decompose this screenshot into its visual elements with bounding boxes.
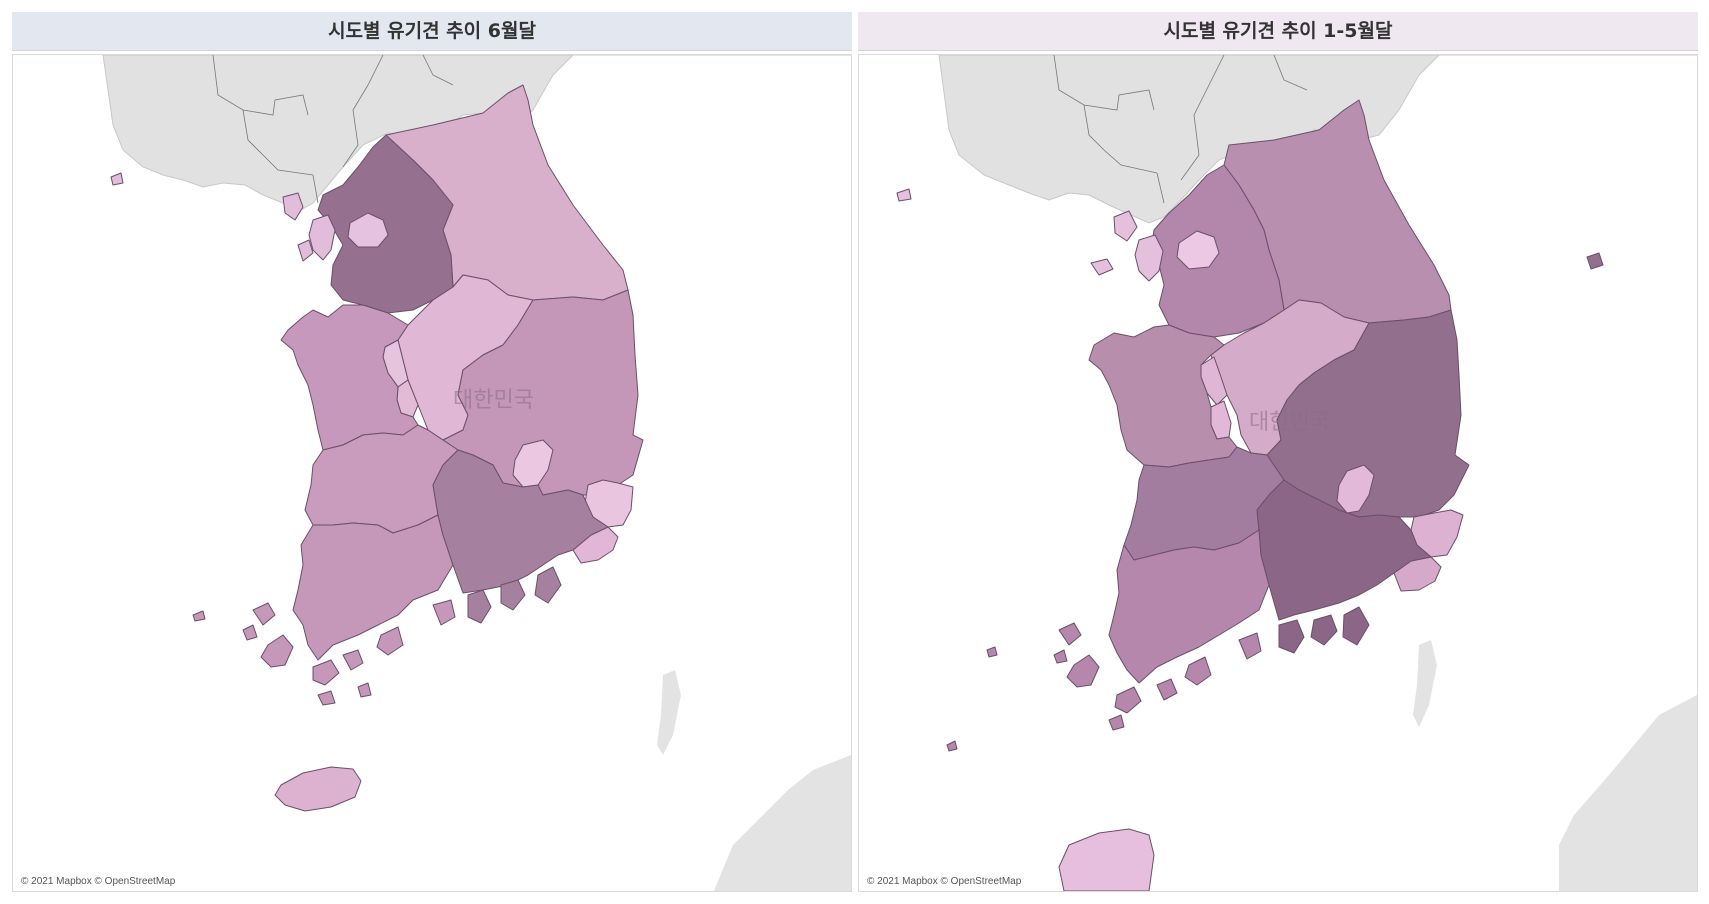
map-attribution: © 2021 Mapbox © OpenStreetMap [865,876,1024,887]
region-incheon-island-1[interactable] [282,192,304,221]
region-gyeongnam[interactable] [432,449,609,594]
basemap-borders [1053,55,1308,204]
island[interactable] [467,589,492,624]
region-chungnam[interactable] [1088,324,1238,468]
island[interactable] [242,624,258,641]
region-jeju[interactable] [274,766,362,812]
island[interactable] [534,566,562,604]
basemap-land-japan [1559,695,1697,891]
island[interactable] [312,659,340,686]
island[interactable] [260,634,294,668]
region-gyeongbuk-ulleung[interactable] [1586,252,1604,270]
region-jeonnam[interactable] [292,514,454,661]
region-chungnam[interactable] [280,304,419,451]
island[interactable] [1310,614,1338,646]
region-incheon-island-3[interactable] [896,188,912,202]
southern-islands[interactable] [192,566,562,706]
island[interactable] [342,649,364,671]
region-jeju[interactable] [1058,828,1155,891]
island[interactable] [986,646,998,658]
country-label: 대한민국 [1249,410,1330,435]
choropleth-map[interactable]: 대한민국 © 2021 Mapbox © OpenStreetMap [858,54,1698,892]
island[interactable] [376,626,404,656]
island[interactable] [1184,656,1212,686]
island[interactable] [1238,632,1262,660]
map-svg[interactable]: 대한민국 [13,55,851,891]
basemap-land-japan [713,755,851,891]
region-jeonnam[interactable] [1108,529,1270,684]
basemap-island-tsushima [657,670,681,755]
island[interactable] [317,690,336,706]
region-incheon-island-3[interactable] [110,172,124,186]
panel-title: 시도별 유기견 추이 6월달 [12,12,852,51]
southern-islands[interactable] [946,606,1370,752]
island[interactable] [1278,619,1305,654]
island[interactable] [1058,622,1082,646]
island[interactable] [946,740,958,752]
region-seoul[interactable] [1176,230,1220,270]
region-incheon-island-2[interactable] [1090,258,1114,276]
panel-june: 시도별 유기견 추이 6월달 [12,12,852,892]
island[interactable] [1108,714,1125,731]
map-attribution: © 2021 Mapbox © OpenStreetMap [19,876,178,887]
region-gyeongnam[interactable] [1256,479,1432,621]
region-incheon-island-2[interactable] [297,239,314,262]
island[interactable] [357,682,372,698]
island[interactable] [432,599,456,626]
island[interactable] [1156,678,1178,701]
basemap-land-north [938,55,1697,224]
region-incheon-island-1[interactable] [1113,210,1138,242]
region-seoul[interactable] [347,212,389,248]
region-incheon[interactable] [1134,234,1164,282]
country-label: 대한민국 [453,388,534,413]
island[interactable] [500,579,526,611]
region-gyeonggi[interactable] [317,134,454,314]
island[interactable] [1342,606,1370,646]
basemap-island-tsushima [1413,640,1437,727]
island[interactable] [1053,649,1068,664]
map-svg[interactable]: 대한민국 [859,55,1697,891]
region-incheon[interactable] [308,214,336,261]
choropleth-map[interactable]: 대한민국 © 2021 Mapbox © OpenStreetMap [12,54,852,892]
basemap-borders [212,55,454,204]
region-daegu[interactable] [1336,464,1375,514]
island[interactable] [252,602,276,626]
island[interactable] [192,610,206,622]
panel-jan-may: 시도별 유기견 추이 1-5월달 [858,12,1698,892]
panel-title: 시도별 유기견 추이 1-5월달 [858,12,1698,51]
island[interactable] [1066,654,1100,688]
island[interactable] [1114,686,1142,714]
